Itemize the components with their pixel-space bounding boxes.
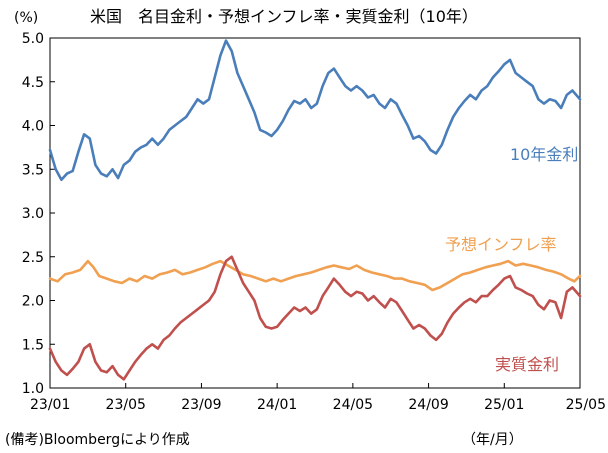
x-axis-unit-label: （年/月） (462, 432, 523, 448)
series-line-0 (48, 39, 582, 182)
y-tick-label: 5.0 (22, 31, 44, 47)
y-tick-label: 4.0 (22, 119, 44, 135)
series-lines (48, 39, 582, 381)
y-tick-label: 3.5 (22, 162, 44, 178)
y-tick-label: 4.5 (22, 75, 44, 91)
x-tick-label: 24/05 (333, 397, 373, 413)
y-tick-label: 2.0 (22, 294, 44, 310)
x-tick-label: 24/09 (408, 397, 448, 413)
series-label-2: 実質金利 (495, 355, 559, 374)
source-note: (備考)Bloombergにより作成 (5, 432, 190, 448)
x-tick-label: 25/05 (566, 397, 606, 413)
series-line-1 (48, 259, 582, 292)
series-label-1: 予想インフレ率 (445, 235, 557, 254)
plot-frame (49, 37, 581, 389)
y-axis-unit-label: (%) (14, 10, 38, 26)
y-tick-label: 3.0 (22, 206, 44, 222)
chart-axes (49, 37, 581, 389)
x-tick-label: 23/01 (30, 397, 70, 413)
x-tick-label: 23/05 (106, 397, 146, 413)
x-tick-label: 24/01 (257, 397, 297, 413)
series-label-0: 10年金利 (510, 145, 578, 164)
chart-title: 米国 名目金利・予想インフレ率・実質金利（10年） (90, 7, 478, 26)
x-tick-label: 23/09 (181, 397, 221, 413)
x-axis-ticks: 23/01 23/05 23/09 24/01 24/05 24/09 25/01 25/05 (30, 383, 606, 413)
x-tick-label: 25/01 (484, 397, 524, 413)
y-tick-label: 1.0 (22, 381, 44, 397)
y-axis-ticks: 1.0 1.5 2.0 2.5 3.0 3.5 4.0 4.5 5.0 (22, 31, 55, 397)
y-tick-label: 1.5 (22, 337, 44, 353)
series-line-2 (48, 255, 582, 381)
y-tick-label: 2.5 (22, 250, 44, 266)
